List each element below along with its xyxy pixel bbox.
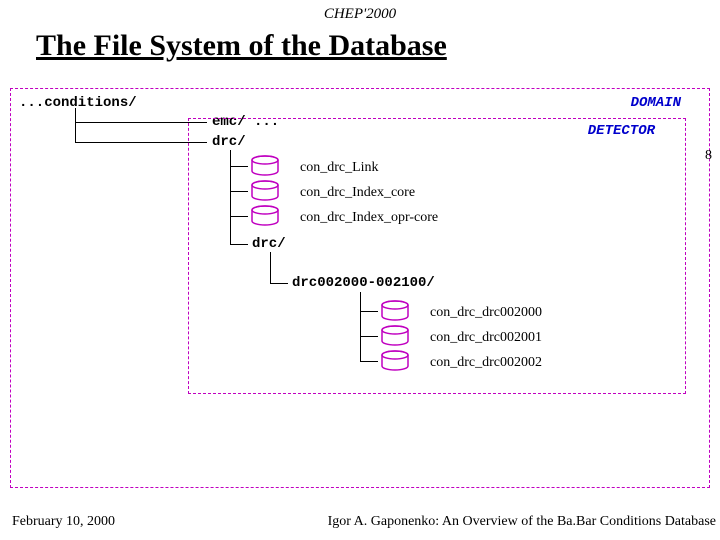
cylinder-icon [250, 205, 280, 227]
range-dir: drc002000-002100/ [292, 275, 435, 291]
db-label: con_drc_Link [300, 160, 379, 176]
drc-sub-path: drc/ [252, 236, 286, 252]
elbow-range-3 [360, 292, 378, 362]
cylinder-icon [250, 180, 280, 202]
cylinder-icon [380, 300, 410, 322]
cylinder-icon [380, 325, 410, 347]
page-header: CHEP'2000 [0, 0, 720, 27]
range-label: con_drc_drc002001 [430, 330, 542, 346]
range-label: con_drc_drc002002 [430, 355, 542, 371]
elbow-range [270, 252, 288, 284]
domain-label: DOMAIN [631, 95, 681, 111]
db-label: con_drc_Index_opr-core [300, 210, 438, 226]
elbow-drc-sub [230, 150, 248, 245]
cylinder-icon [250, 155, 280, 177]
db-label: con_drc_Index_core [300, 185, 415, 201]
range-label: con_drc_drc002000 [430, 305, 542, 321]
footer-date: February 10, 2000 [12, 514, 115, 530]
page-number: 8 [705, 148, 712, 164]
detector-label: DETECTOR [588, 123, 655, 139]
page-title: The File System of the Database [0, 27, 720, 71]
cylinder-icon [380, 350, 410, 372]
footer-author: Igor A. Gaponenko: An Overview of the Ba… [328, 514, 716, 530]
